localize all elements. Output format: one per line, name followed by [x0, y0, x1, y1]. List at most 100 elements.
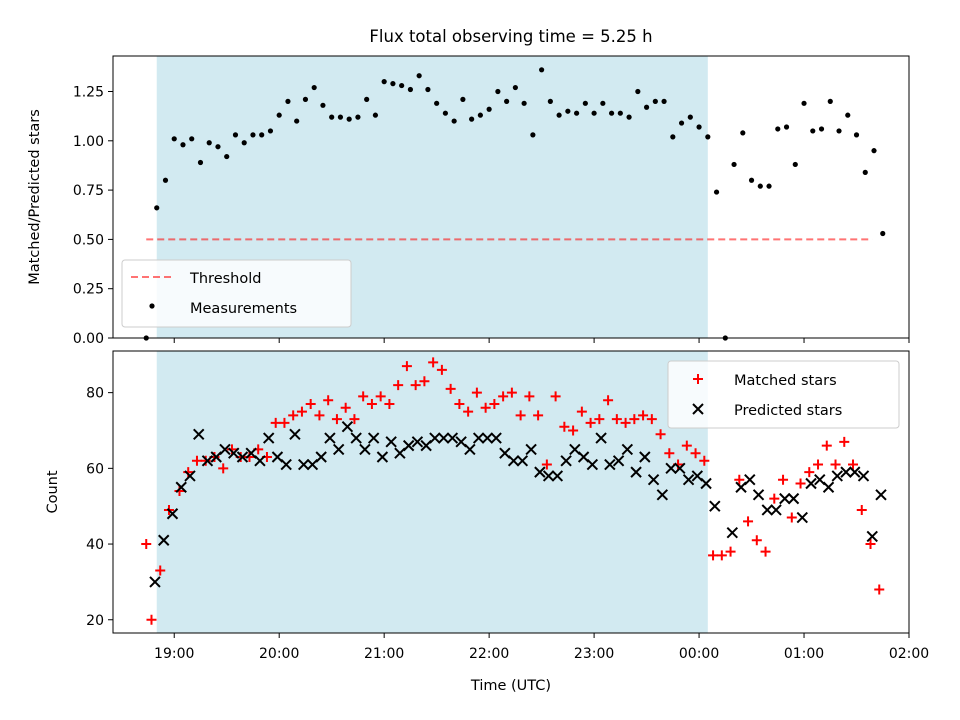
matched-star-marker — [191, 455, 202, 466]
measurement-point — [547, 98, 553, 104]
predicted-star-marker — [158, 534, 170, 546]
matched-star-marker — [533, 410, 544, 421]
measurement-point — [530, 132, 536, 138]
matched-star-marker — [375, 391, 386, 402]
y-tick-label: 0.25 — [73, 282, 104, 298]
matched-star-marker — [786, 512, 797, 523]
x-tick-label: 22:00 — [469, 646, 509, 662]
predicted-star-marker — [376, 451, 389, 463]
matched-star-marker — [393, 380, 404, 391]
matched-star-marker — [489, 398, 500, 409]
matched-star-marker — [708, 550, 719, 561]
measurement-point — [810, 128, 816, 134]
matched-star-marker — [463, 406, 474, 417]
measurement-point — [250, 132, 256, 138]
predicted-star-marker — [464, 443, 476, 456]
predicted-star-marker — [630, 466, 642, 478]
y-tick-label: 0.50 — [73, 232, 104, 248]
matched-star-marker — [848, 459, 859, 470]
predicted-star-marker — [166, 508, 179, 520]
measurement-point — [880, 230, 886, 237]
measurement-point — [783, 124, 790, 130]
top-panel-ratio: 0.00 0.25 0.50 0.75 1.00 1.25 Matched/Predicte… — [27, 55, 910, 347]
measurement-point — [871, 148, 877, 154]
measurement-point — [434, 100, 440, 106]
legend-box — [667, 360, 900, 429]
measurement-point — [241, 140, 247, 146]
predicted-star-marker — [674, 462, 686, 475]
measurement-point — [381, 79, 387, 85]
measurement-point — [836, 128, 842, 134]
measurement-point — [346, 116, 352, 122]
matched-star-marker — [279, 417, 290, 428]
predicted-star-marker — [228, 447, 240, 459]
matched-star-marker — [314, 410, 325, 421]
matched-star-marker — [349, 414, 360, 425]
measurement-point — [521, 100, 527, 106]
y-tick-label: 0.00 — [73, 331, 104, 347]
chart-title: Flux total observing time = 5.25 h — [369, 27, 652, 46]
measurement-point — [477, 112, 483, 118]
measurement-point — [285, 98, 291, 104]
measurement-point — [276, 112, 282, 118]
measurement-point — [267, 128, 274, 134]
matched-star-marker — [699, 455, 710, 466]
matched-star-marker — [760, 546, 771, 557]
matched-star-marker — [146, 614, 157, 625]
matched-star-marker — [200, 455, 211, 466]
predicted-star-marker — [604, 458, 616, 471]
measurement-point — [591, 110, 597, 116]
predicted-star-marker — [534, 466, 546, 478]
y-axis-label: Matched/Predicted stars — [27, 109, 43, 285]
measurement-point — [818, 126, 825, 132]
predicted-star-marker — [682, 473, 695, 486]
predicted-star-marker — [175, 481, 187, 493]
matched-star-marker — [813, 459, 824, 470]
matched-star-marker — [401, 361, 412, 372]
legend-matched-label: Matched stars — [734, 373, 837, 389]
matched-star-marker — [611, 414, 622, 425]
measurement-point — [661, 98, 667, 104]
matched-star-marker — [366, 398, 377, 409]
predicted-star-marker — [709, 500, 721, 512]
matched-star-marker — [155, 565, 166, 576]
predicted-star-marker — [437, 432, 450, 444]
measurement-point — [512, 84, 518, 91]
y-tick-label: 1.00 — [73, 134, 104, 150]
matched-star-marker — [559, 421, 570, 432]
matched-star-marker — [506, 387, 517, 398]
matched-star-marker — [480, 402, 491, 413]
matched-star-marker — [830, 459, 841, 470]
predicted-star-marker — [193, 428, 205, 440]
measurement-point — [259, 132, 265, 138]
measurement-point — [626, 114, 632, 120]
x-tick-label: 23:00 — [574, 646, 614, 662]
measurement-point — [862, 169, 868, 175]
measurement-point — [792, 161, 798, 168]
matched-star-marker — [585, 417, 596, 428]
measurement-point — [451, 118, 457, 124]
predicted-star-marker — [149, 576, 161, 588]
observing-window-shade — [156, 351, 708, 633]
measurement-point — [469, 116, 475, 122]
matched-star-marker — [340, 402, 351, 413]
measurement-point — [425, 86, 431, 93]
matched-star-marker — [323, 395, 334, 406]
matched-star-marker — [778, 474, 789, 485]
predicted-star-marker — [647, 473, 660, 486]
matched-star-marker — [603, 395, 614, 406]
predicted-star-marker — [551, 470, 564, 482]
measurement-point — [845, 112, 851, 118]
measurement-point — [460, 96, 466, 102]
measurement-point — [180, 142, 186, 148]
matched-star-marker — [498, 391, 509, 402]
predicted-star-marker — [280, 458, 292, 471]
measurement-point — [337, 114, 344, 120]
matched-star-marker — [288, 410, 299, 421]
predicted-star-marker — [332, 443, 345, 456]
matched-star-marker — [270, 417, 281, 428]
predicted-star-marker — [875, 489, 887, 501]
predicted-star-marker — [254, 455, 266, 467]
measurement-point — [539, 67, 545, 73]
